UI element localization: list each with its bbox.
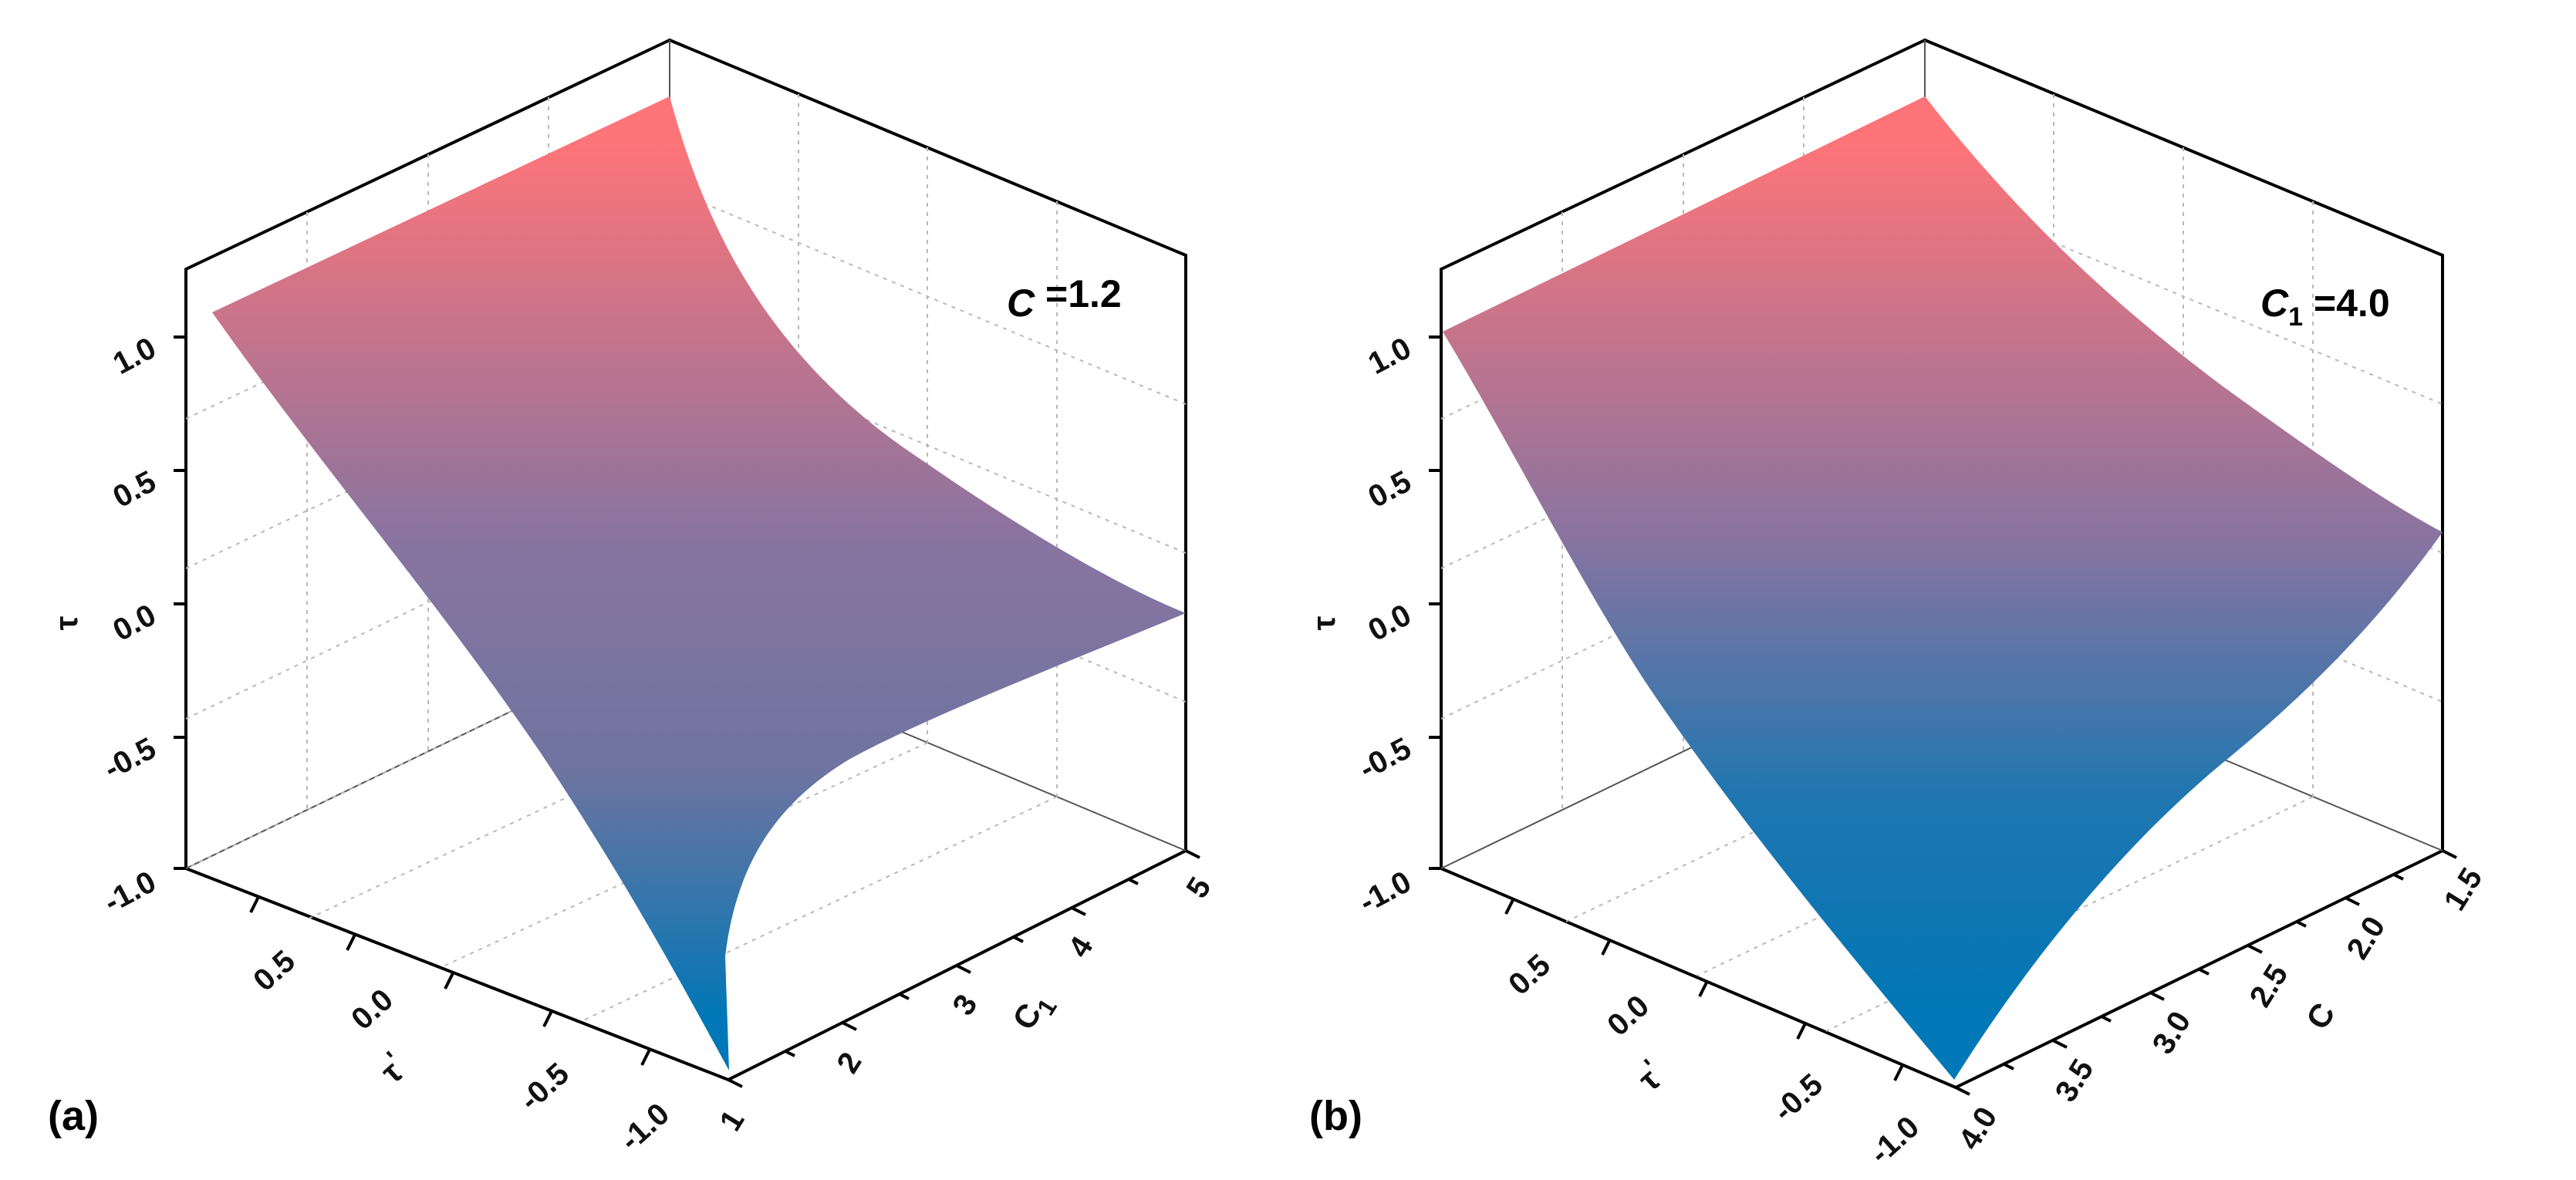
tick-mark — [2442, 849, 2457, 859]
tick-mark — [346, 934, 356, 951]
z-tick-label: 0.0 — [1362, 598, 1416, 648]
tick-mark — [1955, 1086, 1970, 1096]
y-tick-label: 2 — [830, 1047, 868, 1079]
x-tick-label: -1.0 — [1863, 1110, 1926, 1171]
tick-mark — [2149, 991, 2165, 1001]
z-axis-label: τ — [48, 615, 84, 630]
tick-mark — [1504, 898, 1515, 915]
panel-a-z-ticks — [174, 335, 186, 870]
surface-b — [1443, 96, 2443, 1080]
panel-b-y-ticks — [1955, 849, 2457, 1096]
y-tick-label: 3 — [946, 989, 984, 1021]
z-tick-label: -1.0 — [1354, 865, 1417, 919]
tick-mark — [2101, 1015, 2112, 1023]
box-edge — [184, 867, 730, 1081]
tick-mark — [2247, 944, 2263, 954]
y-tick-label: 1.5 — [2438, 862, 2490, 916]
tick-mark — [1796, 1023, 1807, 1040]
tick-mark — [444, 973, 454, 990]
surface-a — [212, 96, 1186, 1070]
z-tick-label: -1.0 — [99, 865, 162, 919]
tick-mark — [1185, 849, 1200, 859]
x-axis-label: τ' — [1629, 1054, 1671, 1097]
tick-mark — [2052, 1039, 2068, 1049]
tick-mark — [249, 896, 260, 913]
y-axis-label: C1 — [1005, 985, 1062, 1040]
panel-a-annotation: C =1.2 — [1007, 272, 1122, 325]
y-tick-label: 5 — [1180, 872, 1217, 904]
y-tick-label: 4 — [1062, 930, 1100, 963]
tick-mark — [956, 964, 971, 974]
tick-mark — [2345, 896, 2360, 906]
tick-mark — [728, 1078, 743, 1088]
x-tick-label: 0.5 — [247, 944, 302, 998]
tick-mark — [2004, 1063, 2014, 1070]
panel-b: 1.0 0.5 0.0 -0.5 -1.0 τ 0.5 0.0 -0.5 -1.… — [1305, 39, 2490, 1171]
tick-mark — [899, 993, 910, 1000]
tick-mark — [2296, 920, 2307, 928]
tick-mark — [1601, 939, 1612, 956]
z-tick-label: -0.5 — [1354, 731, 1417, 786]
grid-line — [306, 688, 799, 920]
y-tick-label: 4.0 — [1953, 1101, 2004, 1155]
z-tick-label: 0.0 — [107, 598, 161, 648]
x-tick-label: -1.0 — [613, 1097, 676, 1158]
y-tick-label: 3.5 — [2049, 1054, 2101, 1108]
tick-mark — [1698, 980, 1709, 997]
tick-mark — [1013, 936, 1024, 943]
panel-b-label: (b) — [1309, 1093, 1362, 1139]
tick-mark — [640, 1049, 651, 1066]
y-tick-label: 3.0 — [2146, 1006, 2198, 1060]
z-tick-label: 0.5 — [1362, 464, 1416, 514]
z-tick-label: 1.0 — [1362, 331, 1416, 381]
grid-line — [185, 634, 670, 869]
x-tick-label: -0.5 — [513, 1057, 576, 1118]
box-edge — [1954, 849, 2444, 1089]
panel-b-z-ticks — [1429, 335, 1441, 870]
y-axis-label: C — [2299, 996, 2342, 1036]
panel-b-annotation: C1 =4.0 — [2260, 282, 2390, 332]
tick-mark — [2393, 873, 2404, 881]
x-tick-label: 0.5 — [1502, 948, 1557, 1002]
y-tick-label: 2.5 — [2243, 959, 2295, 1013]
tick-mark — [1128, 878, 1139, 885]
x-tick-label: 0.0 — [1601, 989, 1656, 1043]
tick-mark — [842, 1021, 857, 1031]
panel-b-x-ticks — [1504, 898, 1904, 1081]
x-tick-label: -0.5 — [1767, 1067, 1829, 1128]
box-edge — [1440, 867, 1957, 1089]
z-tick-label: 1.0 — [107, 331, 161, 381]
tick-mark — [785, 1050, 795, 1057]
panel-a: 1.0 0.5 0.0 -0.5 -1.0 τ 0.5 0.0 -0.5 -1.… — [48, 39, 1218, 1158]
z-axis-label: τ — [1305, 615, 1342, 630]
panel-a-x-ticks — [249, 896, 651, 1066]
tick-mark — [1071, 906, 1086, 916]
panel-a-y-ticks — [728, 849, 1200, 1088]
tick-mark — [1893, 1064, 1904, 1081]
x-tick-label: 0.0 — [345, 983, 400, 1037]
panel-a-label: (a) — [48, 1093, 99, 1139]
z-tick-label: 0.5 — [107, 464, 161, 514]
tick-mark — [2199, 968, 2210, 976]
y-tick-label: 1 — [713, 1104, 751, 1137]
z-tick-label: -0.5 — [99, 731, 162, 786]
y-tick-label: 2.0 — [2341, 911, 2392, 965]
tick-mark — [542, 1010, 553, 1027]
x-axis-label: τ' — [371, 1046, 414, 1090]
